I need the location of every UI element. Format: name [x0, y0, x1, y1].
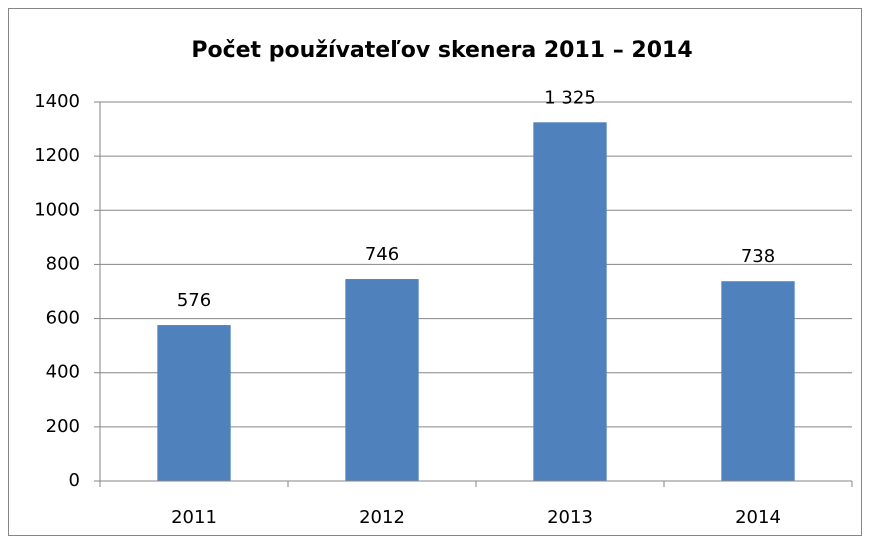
- x-tick-label: 2011: [171, 507, 217, 528]
- chart-title: Počet používateľov skenera 2011 – 2014: [191, 38, 692, 63]
- y-tick-label: 1000: [34, 199, 80, 220]
- y-tick-label: 600: [46, 308, 80, 329]
- y-tick-label: 800: [46, 253, 80, 274]
- x-tick-label: 2014: [735, 507, 781, 528]
- bar: [345, 279, 419, 481]
- y-tick-label: 0: [69, 470, 80, 491]
- y-tick-label: 200: [46, 416, 80, 437]
- y-tick-label: 1400: [34, 91, 80, 112]
- data-label: 1 325: [544, 87, 596, 108]
- bar: [157, 325, 231, 481]
- chart-border: [8, 8, 862, 536]
- x-tick-label: 2013: [547, 507, 593, 528]
- data-label: 738: [741, 246, 775, 267]
- y-tick-label: 1200: [34, 145, 80, 166]
- data-label: 576: [177, 290, 211, 311]
- x-tick-label: 2012: [359, 507, 405, 528]
- bar: [721, 281, 795, 481]
- data-label: 746: [365, 244, 399, 265]
- bar: [533, 122, 607, 481]
- y-tick-label: 400: [46, 362, 80, 383]
